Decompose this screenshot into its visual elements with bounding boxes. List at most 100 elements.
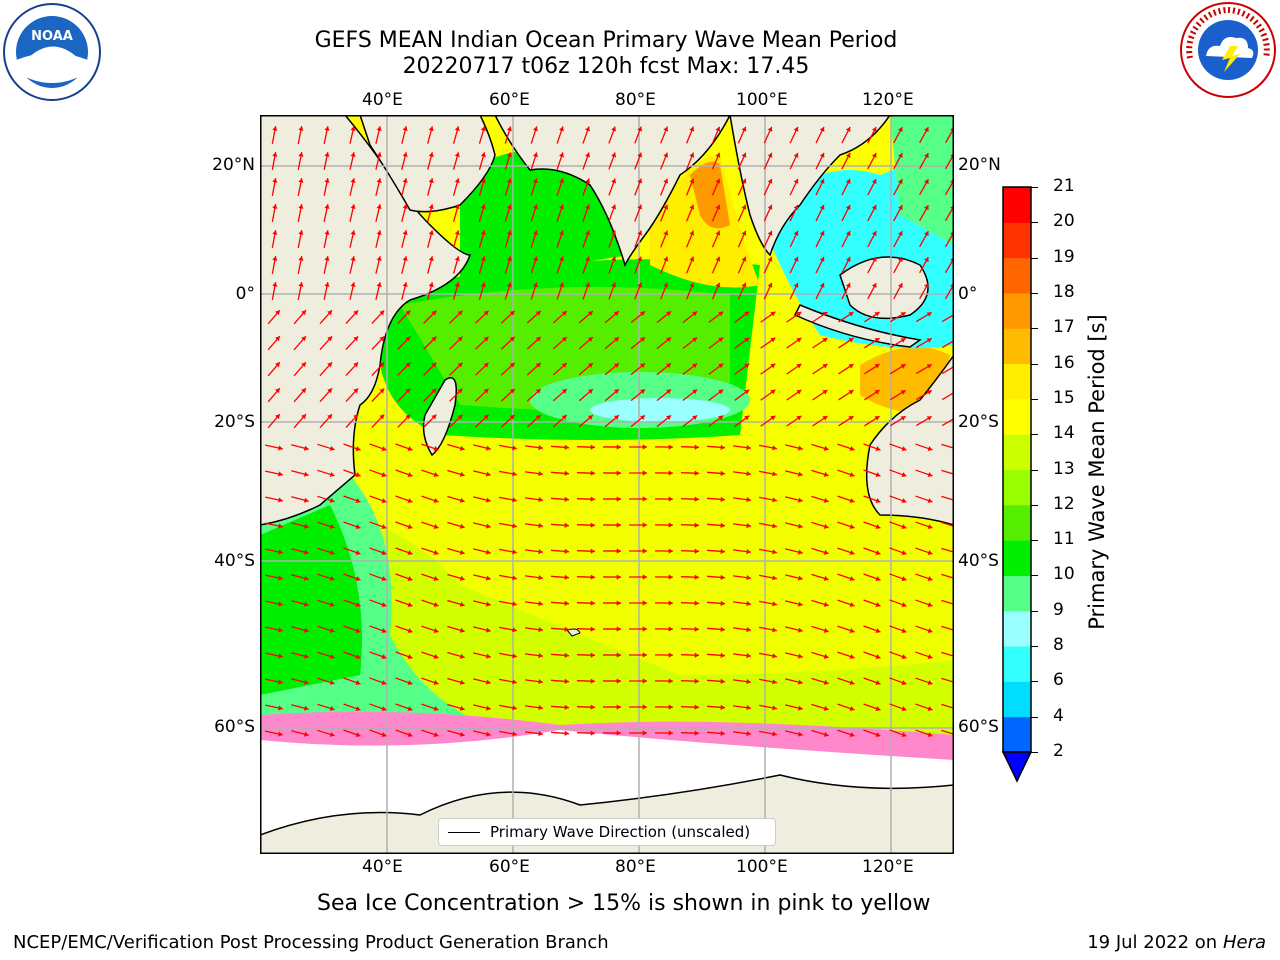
wave-vector-head	[744, 389, 750, 395]
wave-vector-head	[275, 388, 280, 394]
lat-label-left-20n: 20°N	[212, 155, 255, 175]
colorbar-tick-mark	[1031, 434, 1038, 436]
wave-vector-head	[819, 256, 825, 262]
wave-vector-head	[428, 152, 434, 158]
wave-vector-head	[720, 678, 725, 684]
wave-vector-head	[353, 362, 359, 368]
wave-vector-head	[875, 446, 881, 452]
wave-vector-head	[797, 601, 803, 607]
wave-vector-head	[564, 730, 569, 736]
wave-vector-head	[611, 256, 617, 262]
colorbar	[1001, 186, 1033, 783]
wave-vector-head	[538, 575, 543, 581]
wave-vector-head	[324, 282, 330, 287]
wave-vector-head	[875, 654, 881, 660]
wave-vector-head	[585, 230, 590, 236]
lat-label-right-40s: 40°S	[958, 551, 999, 571]
footer-date: 19 Jul 2022 on Hera	[1087, 932, 1266, 953]
wave-vector-head	[355, 654, 361, 659]
lat-label-right-20n: 20°N	[958, 155, 1001, 175]
wave-vector-head	[590, 704, 595, 710]
wave-vector-head	[506, 204, 512, 210]
colorbar-extend-arrow	[1001, 751, 1033, 783]
wave-vector-head	[642, 496, 647, 502]
colorbar-tick-mark	[1031, 398, 1038, 400]
wave-vector-head	[720, 522, 725, 528]
wave-vector-head	[559, 204, 564, 210]
wave-vector-head	[538, 601, 543, 607]
wave-vector-head	[720, 626, 725, 632]
wave-vector-head	[538, 627, 543, 633]
wave-vector-head	[871, 283, 877, 289]
wave-vector-head	[823, 601, 829, 607]
colorbar-tick-label: 8	[1053, 635, 1064, 656]
colorbar-bin	[1003, 469, 1031, 506]
colorbar-tick-label: 19	[1053, 246, 1075, 267]
wave-vector-head	[637, 204, 643, 210]
wave-vector-head	[770, 311, 776, 317]
colorbar-tick-mark	[1031, 646, 1038, 648]
colorbar-bin	[1003, 646, 1031, 682]
lon-label-top-80e: 80°E	[615, 90, 656, 110]
wave-vector-head	[585, 152, 590, 158]
wave-vector-head	[767, 230, 773, 236]
lon-label-bottom-40e: 40°E	[362, 857, 403, 877]
wave-vector-head	[535, 388, 541, 394]
wave-vector-head	[715, 152, 721, 158]
wave-vector-head	[715, 126, 721, 132]
wave-vector	[941, 339, 954, 349]
wave-vector-head	[407, 524, 413, 530]
wave-vector-head	[927, 706, 933, 711]
lat-label-left-0: 0°	[235, 284, 255, 304]
colorbar-bins	[1003, 187, 1031, 753]
wave-vector-head	[694, 548, 699, 554]
wave-vector-head	[871, 205, 877, 211]
wave-vector-head	[590, 574, 595, 580]
wave-vector-head	[926, 416, 932, 421]
legend: Primary Wave Direction (unscaled)	[438, 818, 776, 846]
wave-vector-head	[668, 652, 673, 658]
lon-label-top-100e: 100°E	[736, 90, 788, 110]
wave-vector-head	[350, 204, 356, 209]
wave-vector-head	[663, 204, 669, 210]
antarctica	[260, 774, 954, 854]
wave-vector-head	[428, 256, 434, 262]
wave-vector-head	[689, 204, 695, 210]
wave-vector-head	[746, 575, 751, 581]
colorbar-bin	[1003, 504, 1031, 541]
wave-vector-head	[298, 230, 304, 235]
wave-vector-head	[616, 522, 621, 528]
wave-vector-head	[901, 550, 907, 556]
wave-vector-head	[459, 653, 465, 659]
wave-vector-head	[642, 444, 647, 450]
colorbar-bin	[1003, 610, 1031, 647]
wave-vector-head	[590, 600, 595, 606]
colorbar-tick-label: 17	[1053, 317, 1075, 338]
wave-vector-head	[616, 470, 621, 476]
wave-vector-head	[454, 230, 460, 236]
wave-vector-head	[741, 152, 747, 158]
wave-vector-head	[512, 731, 517, 737]
wave-vector-head	[532, 204, 538, 210]
wave-vector-head	[506, 178, 512, 184]
colorbar-bin	[1003, 716, 1031, 753]
wave-vector-head	[720, 600, 725, 606]
wave-vector-head	[715, 204, 721, 210]
wave-vector-head	[428, 282, 434, 288]
wave-vector-head	[433, 576, 439, 581]
wave-vector-head	[587, 311, 593, 316]
wave-vector-head	[485, 549, 491, 555]
wave-vector-head	[616, 548, 621, 554]
wave-vector-head	[532, 152, 538, 158]
wave-vector-head	[407, 602, 413, 608]
colorbar-tick-mark	[1031, 681, 1038, 683]
wave-vector-head	[718, 337, 724, 343]
wave-vector-head	[381, 550, 387, 556]
wave-vector-head	[924, 153, 929, 159]
wave-vector-head	[298, 256, 304, 261]
lat-label-right-60s: 60°S	[958, 717, 999, 737]
wave-vector-head	[900, 312, 906, 317]
wave-vector-head	[587, 415, 593, 420]
wave-vector-head	[715, 178, 721, 184]
wave-vector-head	[642, 548, 647, 554]
